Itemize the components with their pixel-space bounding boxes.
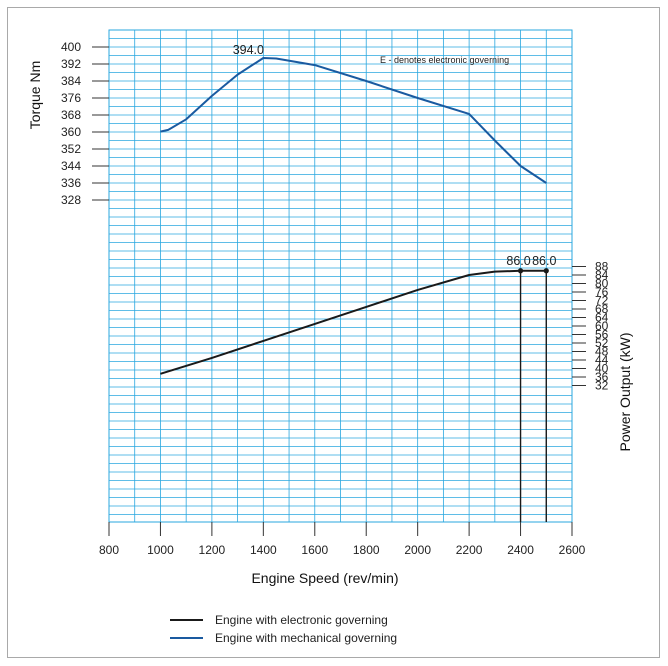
power-tick-label: 76 [595, 285, 609, 299]
torque-tick-label: 392 [61, 57, 81, 71]
electronic-governing-line [160, 269, 547, 375]
x-tick-label: 1400 [250, 543, 277, 557]
torque-axis-ticks: 400 392 384 376 368 360 352 344 336 328 [61, 40, 109, 207]
torque-axis-title: Torque Nm [27, 61, 43, 129]
power-tick-label: 60 [595, 319, 609, 333]
power-tick-label: 80 [595, 277, 609, 291]
torque-tick-label: 336 [61, 176, 81, 190]
power-tick-label: 56 [595, 328, 609, 342]
data-point-marker [543, 268, 549, 274]
x-axis-ticks: 800 1000 1200 1400 1600 1800 2000 2200 2400 2600 [99, 522, 586, 557]
x-tick-label: 1200 [199, 543, 226, 557]
power-tick-label: 36 [595, 370, 609, 384]
annotation-text: E - denotes electronic governing [380, 55, 509, 65]
power-tick-label: 84 [595, 268, 609, 282]
power-tick-label: 40 [595, 362, 609, 376]
power-tick-label: 52 [595, 336, 609, 350]
power-tick-label: 48 [595, 345, 609, 359]
torque-tick-label: 344 [61, 159, 81, 173]
data-labels: 394.0 86.0 86.0 [233, 43, 557, 268]
legend-label-mechanical: Engine with mechanical governing [215, 631, 397, 645]
x-tick-label: 2200 [456, 543, 483, 557]
grid [108, 29, 573, 523]
power-tick-label: 72 [595, 294, 609, 308]
legend: Engine with electronic governing Engine … [170, 613, 397, 645]
x-tick-label: 2000 [404, 543, 431, 557]
x-tick-label: 1600 [301, 543, 328, 557]
data-label: 86.0 [532, 254, 556, 268]
chart-frame [7, 7, 660, 658]
data-label: 394.0 [233, 43, 264, 57]
power-axis-title: Power Output (kW) [617, 332, 633, 451]
torque-tick-label: 376 [61, 91, 81, 105]
power-tick-label: 32 [595, 379, 609, 393]
x-tick-label: 1000 [147, 543, 174, 557]
torque-tick-label: 384 [61, 74, 81, 88]
mechanical-governing-line [160, 57, 547, 184]
torque-tick-label: 400 [61, 40, 81, 54]
series-group [160, 57, 549, 522]
x-axis-title: Engine Speed (rev/min) [251, 570, 398, 586]
legend-label-electronic: Engine with electronic governing [215, 613, 388, 627]
torque-tick-label: 352 [61, 142, 81, 156]
x-tick-label: 1800 [353, 543, 380, 557]
power-tick-label: 68 [595, 302, 609, 316]
data-point-marker [517, 268, 524, 274]
data-label: 86.0 [506, 254, 530, 268]
torque-tick-label: 360 [61, 125, 81, 139]
torque-tick-label: 328 [61, 193, 81, 207]
power-tick-label: 64 [595, 311, 609, 325]
x-tick-label: 2600 [559, 543, 586, 557]
torque-tick-label: 368 [61, 108, 81, 122]
x-tick-label: 800 [99, 543, 119, 557]
power-tick-label: 44 [595, 353, 609, 367]
power-tick-label: 88 [595, 260, 609, 274]
x-tick-label: 2400 [507, 543, 534, 557]
